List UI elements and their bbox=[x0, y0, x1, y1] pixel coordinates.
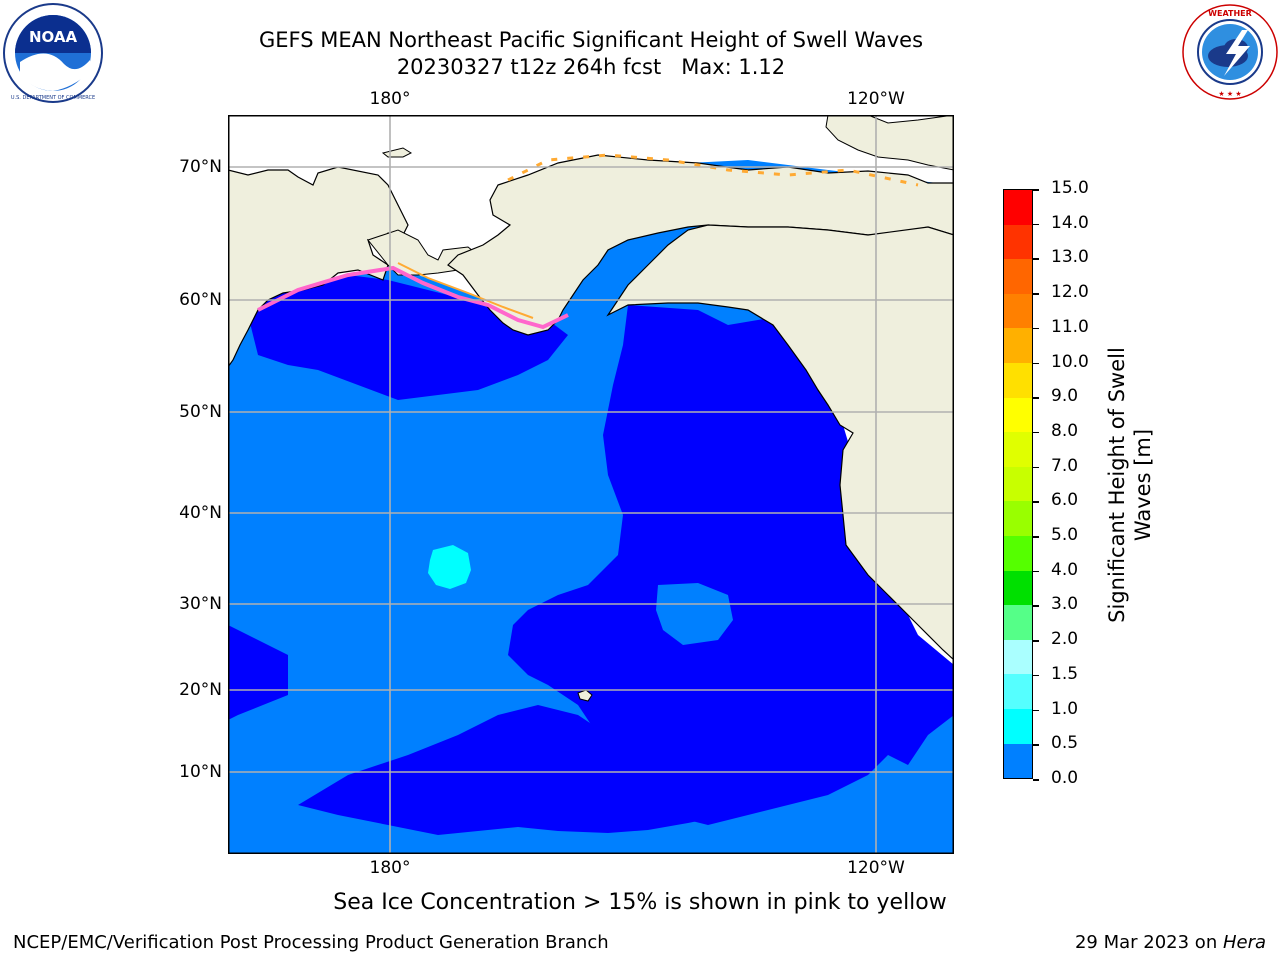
colorbar-segment bbox=[1004, 432, 1032, 467]
colorbar-segment bbox=[1004, 501, 1032, 536]
colorbar-tick-mark bbox=[1033, 397, 1039, 399]
lat-label-30n: 30°N bbox=[179, 594, 222, 614]
map-frame bbox=[228, 115, 954, 854]
footer-date-text: 29 Mar 2023 on bbox=[1074, 932, 1223, 953]
sea-ice-arctic-coast bbox=[507, 153, 919, 187]
colorbar-tick-mark bbox=[1033, 570, 1039, 573]
sea-ice-edge-bering bbox=[257, 265, 569, 330]
swell-low-region-west bbox=[228, 625, 288, 720]
lat-label-50n: 50°N bbox=[179, 402, 222, 422]
colorbar-tick-label: 0.5 bbox=[1051, 733, 1079, 754]
colorbar-tick-label: 2.0 bbox=[1051, 629, 1079, 650]
colorbar-ticks: 15.0 14.0 13.0 12.0 11.0 10.0 9.0 8.0 7.0 6.0 5.0 4… bbox=[1033, 178, 1113, 788]
colorbar-segment bbox=[1004, 293, 1032, 329]
colorbar-tick-mark bbox=[1033, 431, 1039, 434]
colorbar-tick-mark bbox=[1033, 709, 1039, 712]
colorbar-tick-mark bbox=[1033, 293, 1039, 295]
colorbar-tick-label: 15.0 bbox=[1051, 178, 1089, 198]
land-north-america bbox=[606, 115, 954, 661]
colorbar-tick-label: 0.0 bbox=[1051, 768, 1079, 788]
colorbar-tick-mark bbox=[1033, 327, 1039, 330]
colorbar-tick-label: 11.0 bbox=[1051, 316, 1089, 337]
colorbar-tick-label: 7.0 bbox=[1051, 455, 1079, 476]
lon-label-bottom-180: 180° bbox=[369, 858, 411, 878]
footer-host: Hera bbox=[1222, 932, 1266, 953]
colorbar-tick-label: 1.5 bbox=[1051, 663, 1079, 684]
sea-ice-edge-bering-inner bbox=[397, 262, 534, 319]
colorbar-tick-mark bbox=[1033, 258, 1039, 260]
swell-low-region-east bbox=[508, 305, 954, 825]
colorbar-tick-mark bbox=[1033, 640, 1039, 642]
colorbar-segment bbox=[1004, 190, 1032, 225]
lon-label-top-180: 180° bbox=[369, 89, 411, 109]
swell-low-region-north bbox=[248, 275, 568, 400]
colorbar-tick-label: 1.0 bbox=[1051, 698, 1079, 719]
sea-ice-note: Sea Ice Concentration > 15% is shown in … bbox=[333, 890, 947, 915]
graticule bbox=[228, 115, 954, 854]
swell-high-patch bbox=[428, 545, 471, 589]
colorbar-tick-mark bbox=[1033, 674, 1039, 677]
swell-height-map bbox=[228, 115, 954, 854]
colorbar-tick-mark bbox=[1033, 223, 1039, 226]
colorbar-title: Significant Height of Swell Waves [m] bbox=[1105, 347, 1155, 623]
colorbar-tick-label: 12.0 bbox=[1051, 282, 1089, 303]
colorbar-segment bbox=[1004, 535, 1032, 571]
colorbar-tick-label: 6.0 bbox=[1051, 490, 1079, 511]
colorbar-tick-mark bbox=[1033, 501, 1039, 503]
colorbar-segment bbox=[1004, 259, 1032, 294]
colorbar-tick-label: 14.0 bbox=[1051, 212, 1089, 233]
map-title: GEFS MEAN Northeast Pacific Significant … bbox=[258, 28, 924, 52]
svg-text:★ ★ ★: ★ ★ ★ bbox=[1218, 90, 1241, 98]
noaa-logo-icon: NOAA U.S. DEPARTMENT OF COMMERCE bbox=[3, 3, 103, 103]
lat-label-60n: 60°N bbox=[179, 290, 222, 310]
svg-text:WEATHER: WEATHER bbox=[1208, 9, 1252, 18]
svg-text:U.S. DEPARTMENT OF COMMERCE: U.S. DEPARTMENT OF COMMERCE bbox=[11, 95, 95, 101]
swell-mid-patch bbox=[656, 583, 733, 645]
colorbar-segment bbox=[1004, 328, 1032, 363]
colorbar-segment bbox=[1004, 743, 1032, 779]
colorbar-tick-mark bbox=[1033, 744, 1039, 746]
swell-low-region-south bbox=[298, 705, 788, 835]
land-alaska bbox=[447, 154, 954, 336]
colorbar-tick-mark bbox=[1033, 189, 1039, 191]
map-subtitle: 20230327 t12z 264h fcst Max: 1.12 bbox=[396, 55, 786, 79]
footer-date: 29 Mar 2023 on Hera bbox=[1075, 932, 1266, 953]
colorbar-segment bbox=[1004, 362, 1032, 398]
colorbar-tick-label: 9.0 bbox=[1051, 386, 1079, 407]
footer-credit: NCEP/EMC/Verification Post Processing Pr… bbox=[13, 932, 609, 953]
colorbar-tick-mark bbox=[1033, 605, 1039, 607]
colorbar-segment bbox=[1004, 674, 1032, 709]
colorbar-tick-label: 4.0 bbox=[1051, 559, 1079, 580]
land-arctic-islands bbox=[825, 115, 954, 171]
colorbar-tick-mark bbox=[1033, 362, 1039, 365]
colorbar-segment bbox=[1004, 397, 1032, 433]
nws-logo-icon: WEATHER ★ ★ ★ bbox=[1182, 4, 1278, 100]
lat-label-40n: 40°N bbox=[179, 503, 222, 523]
noaa-wordmark: NOAA bbox=[29, 28, 78, 46]
lat-label-10n: 10°N bbox=[179, 762, 222, 782]
colorbar-segment bbox=[1004, 570, 1032, 606]
colorbar-tick-mark bbox=[1033, 466, 1039, 469]
colorbar-tick-mark bbox=[1033, 779, 1039, 781]
colorbar-segment bbox=[1004, 708, 1032, 744]
colorbar-tick-label: 3.0 bbox=[1051, 594, 1079, 615]
colorbar-tick-label: 13.0 bbox=[1051, 247, 1089, 268]
colorbar-tick-label: 8.0 bbox=[1051, 420, 1079, 441]
colorbar-segment bbox=[1004, 224, 1032, 260]
colorbar-tick-label: 10.0 bbox=[1051, 351, 1089, 372]
colorbar bbox=[1003, 189, 1033, 779]
lat-label-20n: 20°N bbox=[179, 680, 222, 700]
colorbar-segment bbox=[1004, 639, 1032, 675]
colorbar-segment bbox=[1004, 466, 1032, 502]
lon-label-bottom-120w: 120°W bbox=[847, 858, 905, 878]
colorbar-tick-mark bbox=[1033, 536, 1039, 538]
lat-label-70n: 70°N bbox=[179, 157, 222, 177]
colorbar-tick-label: 5.0 bbox=[1051, 525, 1079, 546]
colorbar-segment bbox=[1004, 605, 1032, 640]
lon-label-top-120w: 120°W bbox=[847, 89, 905, 109]
